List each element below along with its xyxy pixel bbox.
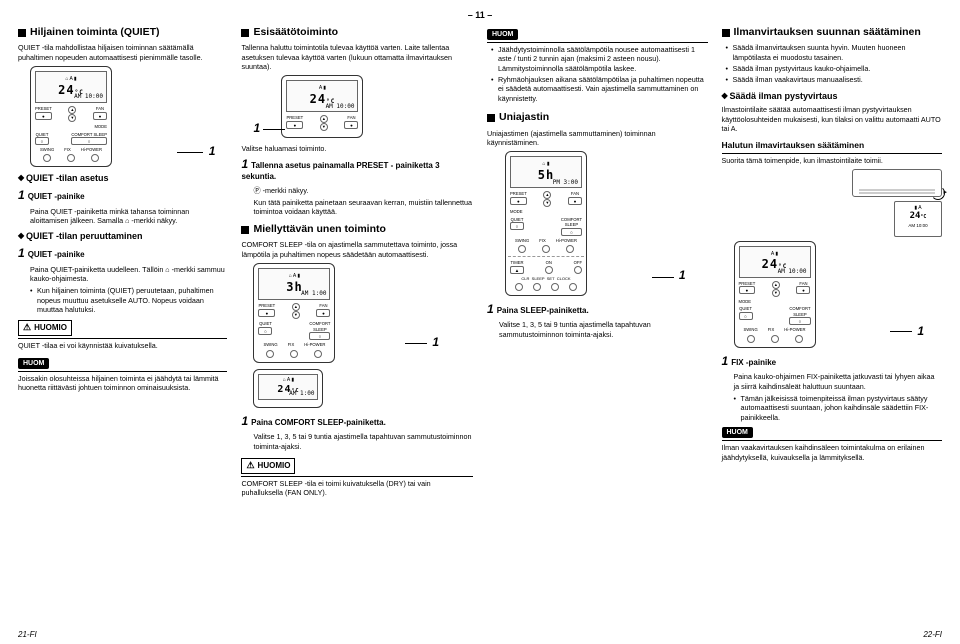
heading-ilman: Ilmanvirtauksen suunnan säätäminen: [722, 26, 943, 40]
huom-chip-4: HUOM: [722, 427, 753, 438]
step-uni-desc: Valitse 1, 3, 5 tai 9 tuntia ajastimella…: [487, 320, 708, 339]
remote-illustration-5: ⌂ ▮ 5h PM 3:00 PRESET● ▲▼ FAN● MODE QUIE…: [505, 151, 587, 295]
huom-text-4: Ilman vaakavirtauksen kaihdinsäleen toim…: [722, 443, 943, 462]
huom-text-1: Joissakin olosuhteissa hiljainen toimint…: [18, 374, 227, 393]
sub-pysty: Säädä ilman pystyvirtaus: [722, 91, 943, 103]
huomio-text-1: QUIET -tilaa ei voi käynnistää kuivatuks…: [18, 341, 227, 350]
huom-chip-1: HUOM: [18, 358, 49, 369]
huomio-label-2: HUOMIO: [241, 458, 295, 474]
huomio-text-2: COMFORT SLEEP -tila ei toimi kuivatuksel…: [241, 479, 473, 498]
esis-intro: Tallenna haluttu toimintotila tulevaa kä…: [241, 43, 473, 71]
callout-3: 1: [432, 335, 439, 351]
heading-quiet: Hiljainen toiminta (QUIET): [18, 26, 227, 40]
valitse-text: Valitse haluamasi toiminto.: [241, 144, 473, 153]
sub-quiet-peru: QUIET -tilan peruuttaminen: [18, 231, 227, 243]
column-4: Ilmanvirtauksen suunnan säätäminen Säädä…: [722, 26, 943, 502]
step-sleep-desc: Valitse 1, 3, 5 tai 9 tuntia ajastimella…: [241, 432, 473, 451]
step-quiet-1: 1QUIET -painike: [18, 188, 227, 204]
column-2: Esisäätötoiminto Tallenna haluttu toimin…: [241, 26, 473, 502]
step-preset-1: 1Tallenna asetus painamalla PRESET - pai…: [241, 157, 473, 183]
quiet-intro: QUIET -tila mahdollistaa hiljaisen toimi…: [18, 43, 227, 62]
remote-illustration-4: ⌂ A ▮ 24°C AM 1:00: [253, 369, 323, 408]
mini-remote: ▮ A 24°C AM 10:00: [894, 201, 942, 237]
huom-chip-3: HUOM: [487, 29, 518, 40]
miell-intro: COMFORT SLEEP -tila on ajastimella sammu…: [241, 240, 473, 259]
heading-miell: Miellyttävän unen toiminto: [241, 223, 473, 237]
step-quiet-cancel: 1QUIET -painike: [18, 246, 227, 262]
step-preset-desc: Ⓟ -merkki näkyy.: [241, 186, 473, 195]
callout-5: 1: [679, 268, 686, 284]
footer-right: 22-FI: [923, 630, 942, 640]
remote-illustration-1: ⌂ A ▮ 24°C AM 10:00 PRESET● ▲▼ FAN● MODE…: [30, 66, 112, 167]
heading-uniajastin: Uniajastin: [487, 111, 708, 125]
quiet-cancel-bullets: Kun hiljainen toiminta (QUIET) peruuteta…: [18, 286, 227, 314]
halutun-heading: Halutun ilmavirtauksen säätäminen: [722, 140, 943, 154]
step-uni-1: 1Paina SLEEP-painiketta.: [487, 302, 708, 318]
indoor-unit-illustration: [852, 169, 942, 197]
step-quiet-1-desc: Paina QUIET -painiketta minkä tahansa to…: [18, 207, 227, 226]
heading-esis: Esisäätötoiminto: [241, 26, 473, 40]
remote-illustration-2: A ▮ 24°C AM 10:00 PRESET● ▲▼ FAN●: [281, 75, 363, 138]
remote-illustration-3: ⌂ A ▮ 3h AM 1:00 PRESET● ▲▼ FAN● QUIET○ …: [253, 263, 335, 362]
remote-illustration-6: A ▮ 24°C AM 10:00 PRESET● ▲▼ FAN● MODE Q…: [734, 241, 816, 348]
step-quiet-cancel-desc: Paina QUIET-painiketta uudelleen. Tällöi…: [18, 265, 227, 284]
callout-6: 1: [917, 324, 924, 340]
pysty-text: Ilmastointilaite säätää automaattisesti …: [722, 105, 943, 133]
column-1: Hiljainen toiminta (QUIET) QUIET -tila m…: [18, 26, 227, 502]
page-number-top: – 11 –: [18, 10, 942, 22]
content-columns: Hiljainen toiminta (QUIET) QUIET -tila m…: [18, 26, 942, 502]
step-preset-extra: Kun tätä painiketta painetaan seuraavan …: [241, 198, 473, 217]
column-3: HUOM Jäähdytystoiminnolla säätölämpötila…: [487, 26, 708, 502]
step-fix-1: 1FIX -painike: [722, 354, 943, 370]
footer-left: 21-FI: [18, 630, 37, 640]
step-fix-desc: Paina kauko-ohjaimen FIX-painiketta jatk…: [722, 372, 943, 391]
callout-2: 1: [253, 121, 260, 137]
huom-bullets-3: Jäähdytystoiminnolla säätölämpötila nous…: [487, 45, 708, 103]
callout-1: 1: [209, 144, 216, 160]
huomio-label-1: HUOMIO: [18, 320, 72, 336]
sub-quiet-asetus: QUIET -tilan asetus: [18, 173, 227, 185]
step-sleep-1: 1Paina COMFORT SLEEP-painiketta.: [241, 414, 473, 430]
halutun-text: Suorita tämä toimenpide, kun ilmastointi…: [722, 156, 943, 165]
fix-bullets: Tämän jälkeisissä toimenpiteissä ilman p…: [722, 394, 943, 422]
uni-intro: Uniajastimen (ajastimella sammuttaminen)…: [487, 129, 708, 148]
ilman-bullets: Säädä ilmanvirtauksen suunta hyvin. Muut…: [722, 43, 943, 84]
